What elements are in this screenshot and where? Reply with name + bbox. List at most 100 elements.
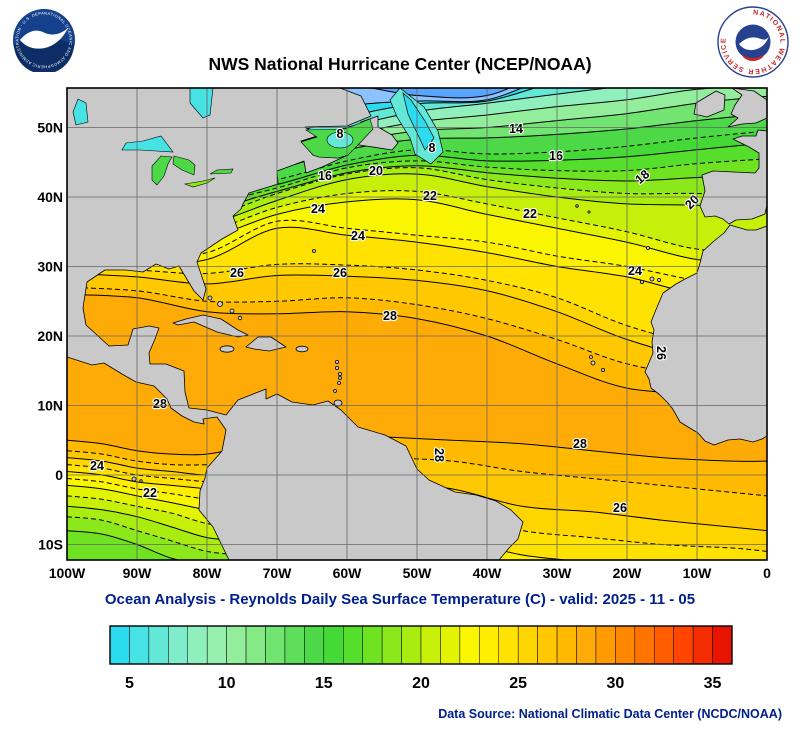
contour-label: 24	[351, 229, 365, 243]
colorbar-tick-label: 10	[218, 675, 236, 692]
sst-band-26	[67, 450, 242, 475]
page-title: NWS National Hurricane Center (NCEP/NOAA…	[208, 54, 592, 74]
land-azores	[575, 204, 579, 208]
labrador-current-core	[402, 92, 435, 151]
contour-label: 28	[153, 397, 167, 411]
land-bahamas	[217, 301, 223, 307]
land-cape-verde	[589, 355, 593, 359]
lon-tick-label: 80W	[193, 565, 223, 581]
cold-water-patches	[389, 88, 444, 165]
sst-band-12	[67, 96, 767, 194]
colorbar-segment	[615, 625, 636, 665]
lon-tick-label: 30W	[543, 565, 573, 581]
sst-cap-pacific	[67, 530, 242, 560]
isotherm-27	[381, 457, 767, 497]
land-ireland	[693, 90, 726, 118]
land-antilles	[334, 359, 339, 364]
colorbar-segment	[459, 625, 480, 665]
colorbar-segment	[576, 625, 597, 665]
colorbar-segment	[420, 625, 441, 665]
isotherm-20	[67, 505, 243, 542]
sst-band-24	[382, 502, 767, 560]
landmasses	[67, 88, 767, 560]
noaa-logo[interactable]: NATIONAL OCEANIC AND ATMOSPHERIC ADMINIS…	[12, 8, 76, 72]
colorbar-tick-label: 5	[125, 675, 134, 692]
colorbar-tick-label: 30	[606, 675, 624, 692]
land-bahamas	[237, 315, 243, 321]
land-canary-islands	[649, 276, 655, 282]
land-hispaniola	[245, 336, 287, 352]
contour-label: 26	[333, 266, 347, 280]
isotherm-21	[67, 495, 243, 528]
contour-label: 26	[654, 346, 668, 360]
map-caption: Ocean Analysis - Reynolds Daily Sea Surf…	[104, 591, 696, 608]
colorbar-segment	[226, 625, 247, 665]
land-canary-islands	[640, 279, 645, 284]
colorbar-segment	[556, 625, 577, 665]
colorbar-segment	[654, 625, 674, 665]
sst-band-26	[67, 273, 767, 375]
temperature-colorbar: 5 10 15 20 25 30 35	[109, 625, 733, 692]
sst-band-24	[67, 464, 242, 493]
lat-tick-label: 20N	[37, 328, 63, 344]
lon-tick-label: 100W	[49, 565, 86, 581]
colorbar-segment	[265, 625, 286, 665]
isotherm-26	[381, 481, 767, 532]
contour-label: 24	[90, 459, 104, 473]
contour-label: 28	[573, 437, 587, 451]
contour-label: 8	[337, 127, 344, 141]
contour-label: 14	[509, 122, 523, 136]
nws-red-swoosh	[741, 54, 765, 61]
isotherm-28	[67, 439, 243, 456]
colorbar-segment	[498, 625, 519, 665]
sst-band-25	[67, 457, 242, 486]
sst-band-26	[382, 457, 767, 531]
land-britain	[727, 88, 767, 128]
colorbar-segment	[323, 625, 344, 665]
land-canary-islands	[657, 277, 662, 282]
lon-tick-label: 0	[763, 565, 771, 581]
lon-tick-label: 50W	[403, 565, 433, 581]
colorbar-segment	[381, 625, 402, 665]
colorbar-segment	[148, 625, 169, 665]
graticule	[67, 88, 767, 560]
lake-michigan	[151, 155, 173, 186]
sst-band-18	[67, 165, 767, 229]
contour-label: 24	[311, 202, 325, 216]
data-source-note: Data Source: National Climatic Data Cent…	[438, 707, 782, 721]
isotherm-23	[67, 219, 767, 288]
contour-label: 22	[523, 207, 537, 221]
nws-logo[interactable]: NATIONAL WEATHER SERVICE	[716, 5, 790, 79]
contour-label: 22	[143, 486, 157, 500]
isotherm-19	[67, 516, 243, 556]
colorbar-segment	[245, 625, 266, 665]
lon-tick-label: 90W	[123, 565, 153, 581]
colorbar-segment	[401, 625, 422, 665]
land-antilles	[337, 381, 341, 385]
colorbar-segment	[712, 625, 733, 665]
land-jamaica	[219, 345, 235, 353]
land-africa	[644, 224, 767, 446]
sst-band-20	[67, 495, 242, 541]
lake-huron	[172, 155, 196, 176]
colorbar-segment	[362, 625, 383, 665]
colorbar-segment	[304, 625, 325, 665]
lat-tick-label: 30N	[37, 259, 63, 275]
contour-label: 22	[423, 189, 437, 203]
contour-label: 20	[369, 164, 383, 178]
colorbar-segment	[284, 625, 305, 665]
colorbar-segment	[206, 625, 227, 665]
land-galapagos	[139, 479, 143, 483]
contour-label: 8	[429, 141, 436, 155]
lake-erie	[183, 177, 216, 188]
sst-band-16	[67, 142, 767, 215]
colorbar-tick-label: 15	[315, 675, 333, 692]
sst-band-27	[67, 440, 242, 466]
sst-band-18	[67, 516, 242, 560]
lon-tick-label: 70W	[263, 565, 293, 581]
land-madeira	[646, 246, 650, 250]
sst-band-19	[67, 506, 242, 555]
lat-tick-label: 40N	[37, 189, 63, 205]
nws-bird-icon	[739, 36, 769, 51]
